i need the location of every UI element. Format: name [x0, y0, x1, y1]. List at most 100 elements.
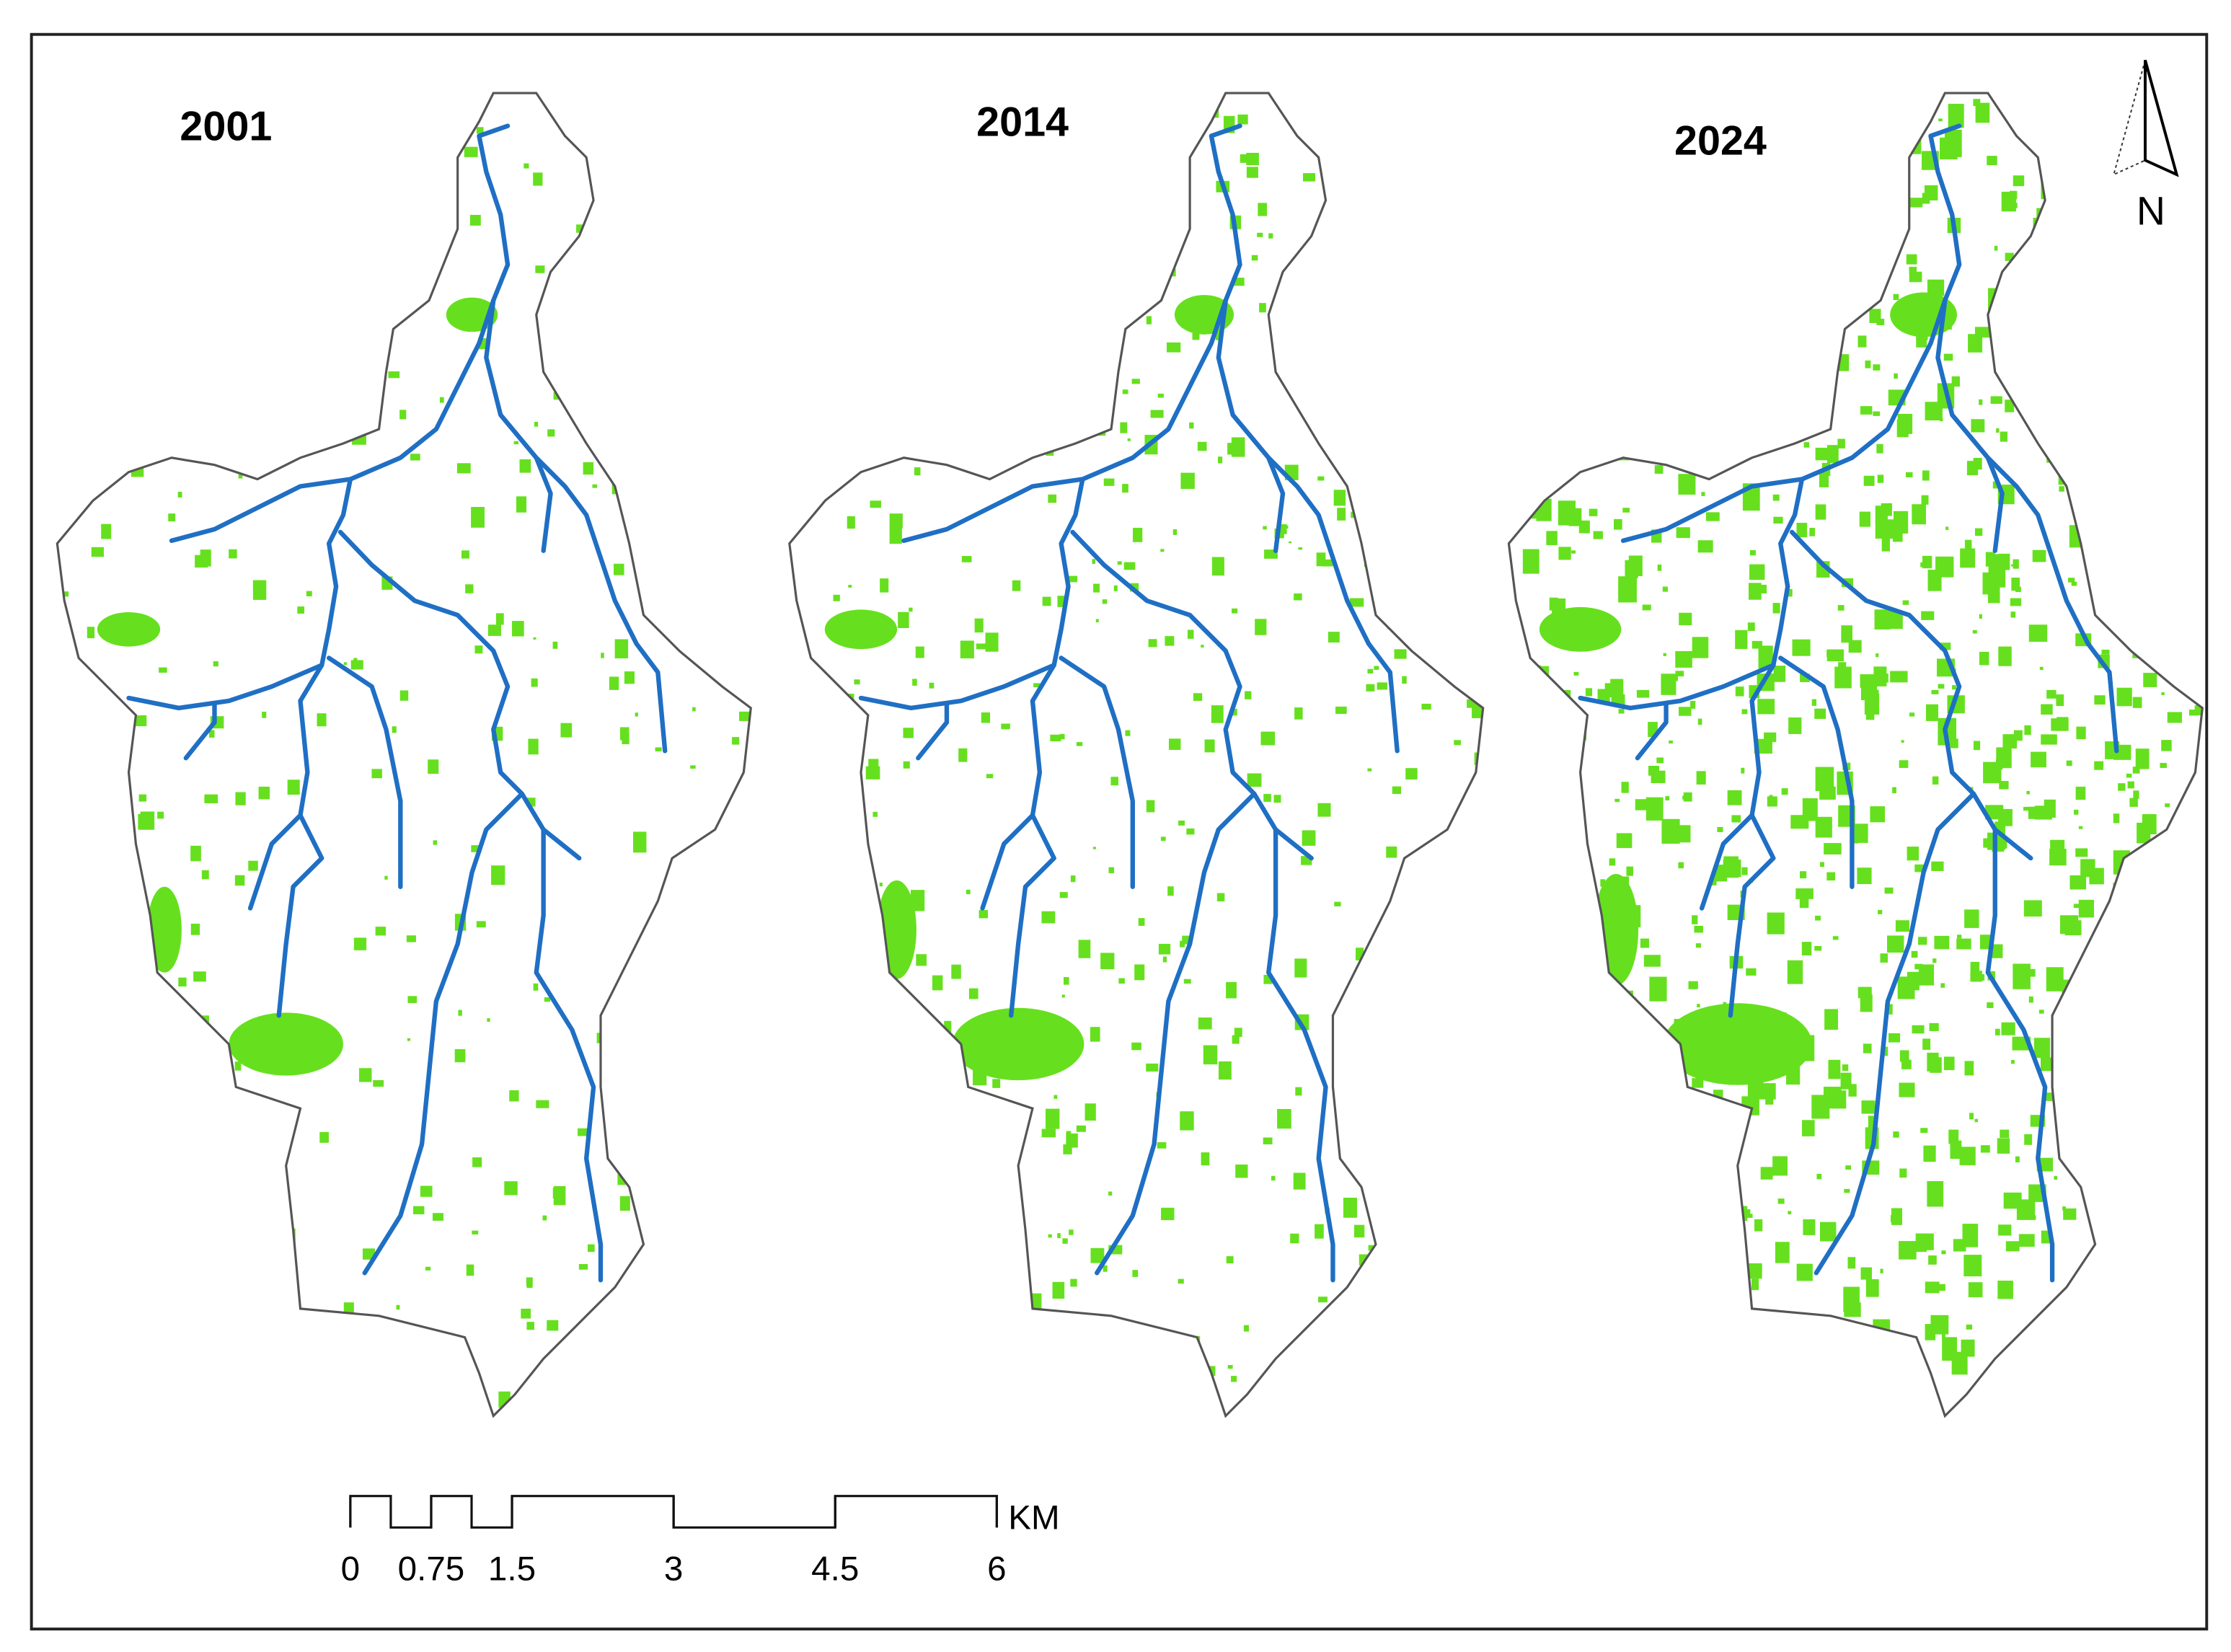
vegetation-patch [2174, 829, 2187, 841]
vegetation-patch [384, 875, 388, 880]
vegetation-patch [1178, 820, 1185, 826]
vegetation-patch [2111, 197, 2117, 201]
vegetation-patch [1259, 303, 1266, 313]
vegetation-patch [1902, 600, 1909, 605]
vegetation-patch [1998, 1224, 2012, 1236]
vegetation-patch [1410, 1010, 1421, 1024]
vegetation-patch [1634, 1263, 1643, 1270]
vegetation-patch [58, 720, 68, 726]
vegetation-patch [2151, 996, 2158, 1002]
vegetation-patch [1878, 1412, 1895, 1416]
vegetation-patch [1897, 976, 1915, 999]
vegetation-patch [1630, 294, 1640, 303]
vegetation-patch [1583, 386, 1593, 392]
vegetation-patch [1594, 412, 1597, 415]
vegetation-patch [810, 779, 818, 785]
vegetation-patch [886, 1203, 898, 1216]
vegetation-patch [547, 1320, 559, 1331]
vegetation-patch [1921, 611, 1935, 620]
vegetation-patch [1685, 1094, 1703, 1109]
vegetation-patch [110, 1258, 116, 1267]
vegetation-patch [89, 1100, 94, 1108]
vegetation-patch [1570, 843, 1580, 858]
vegetation-patch [1824, 1009, 1838, 1030]
vegetation-patch [1664, 1268, 1668, 1272]
vegetation-patch [1445, 1126, 1449, 1131]
vegetation-patch [2171, 1125, 2178, 1134]
vegetation-patch [1728, 1335, 1739, 1344]
vegetation-patch [234, 1061, 242, 1071]
vegetation-patch [544, 997, 551, 1002]
vegetation-patch [1167, 208, 1172, 211]
vegetation-patch [1848, 1084, 1857, 1097]
vegetation-patch [98, 1256, 102, 1260]
vegetation-patch [836, 169, 848, 177]
vegetation-patch [2156, 138, 2175, 153]
vegetation-patch [190, 923, 200, 935]
vegetation-patch [1529, 476, 1546, 490]
vegetation-patch [1531, 268, 1549, 282]
vegetation-patch [1421, 248, 1427, 252]
vegetation-patch [1327, 632, 1340, 643]
vegetation-patch [439, 397, 444, 403]
vegetation-patch [528, 738, 539, 755]
vegetation-patch [1925, 704, 1939, 721]
vegetation-patch [388, 371, 400, 379]
vegetation-patch [1578, 97, 1585, 103]
vegetation-patch [1818, 275, 1830, 288]
vegetation-patch [306, 591, 312, 596]
vegetation-patch [432, 1213, 444, 1221]
vegetation-patch [1509, 748, 1526, 771]
vegetation-patch [1701, 492, 1705, 496]
vegetation-patch [1560, 353, 1579, 374]
vegetation-patch [1529, 368, 1537, 380]
vegetation-patch [1966, 1324, 1973, 1330]
vegetation-patch [1316, 552, 1326, 567]
vegetation-patch [1822, 1335, 1826, 1339]
vegetation-patch [929, 682, 935, 689]
vegetation-patch [1235, 1164, 1248, 1178]
vegetation-patch [2115, 321, 2134, 345]
vegetation-patch [1128, 265, 1137, 272]
vegetation-patch [1459, 1354, 1470, 1368]
vegetation-patch [1392, 786, 1402, 795]
vegetation-patch [1901, 740, 1904, 743]
vegetation-patch [1147, 1387, 1158, 1400]
vegetation-patch [821, 1084, 834, 1092]
vegetation-patch [1921, 495, 1929, 505]
vegetation-patch [1453, 1234, 1457, 1237]
vegetation-patch [1868, 112, 1878, 121]
vegetation-patch [1008, 417, 1020, 428]
vegetation-patch [969, 1371, 979, 1387]
vegetation-patch [1172, 529, 1178, 535]
vegetation-patch [1861, 1100, 1876, 1114]
vegetation-patch [989, 1136, 1000, 1144]
vegetation-patch [1676, 527, 1690, 539]
vegetation-patch [1622, 401, 1629, 409]
vegetation-patch [1576, 926, 1592, 937]
vegetation-patch [1232, 278, 1245, 286]
vegetation-patch [1625, 1314, 1638, 1322]
vegetation-cluster [1663, 1003, 1812, 1085]
vegetation-patch [1901, 189, 1907, 195]
vegetation-patch [2101, 573, 2108, 578]
vegetation-patch [224, 204, 229, 208]
vegetation-patch [1599, 1258, 1605, 1265]
vegetation-patch [865, 214, 871, 223]
vegetation-patch [1454, 740, 1461, 746]
vegetation-patch [406, 1403, 420, 1416]
vegetation-patch [2118, 1165, 2134, 1185]
vegetation-patch [1616, 833, 1633, 849]
vegetation-patch [2059, 181, 2068, 190]
vegetation-patch [1905, 472, 1913, 477]
vegetation-patch [2116, 687, 2132, 707]
vegetation-patch [1848, 640, 1862, 653]
vegetation-patch [1192, 332, 1200, 340]
vegetation-patch [1636, 1111, 1644, 1116]
vegetation-patch [1931, 861, 1944, 871]
vegetation-patch [1349, 1006, 1363, 1020]
vegetation-patch [2033, 1038, 2051, 1059]
vegetation-cluster [824, 609, 898, 650]
vegetation-patch [1378, 1391, 1384, 1400]
vegetation-patch [1089, 1358, 1101, 1374]
